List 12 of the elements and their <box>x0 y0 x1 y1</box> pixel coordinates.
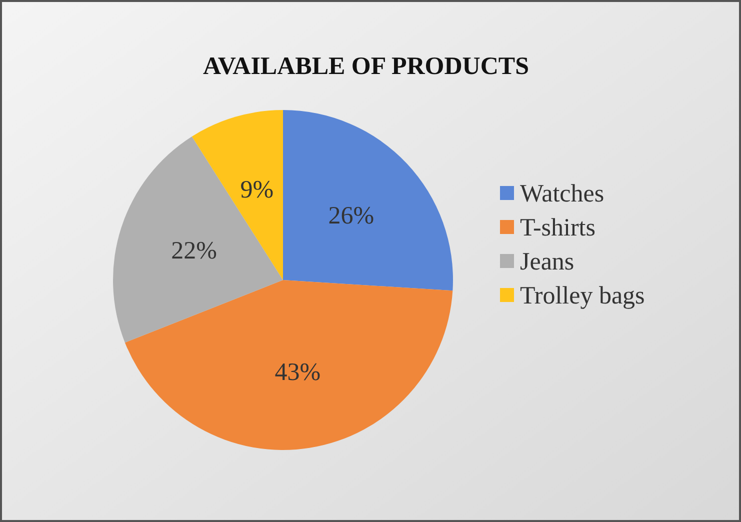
data-label: 22% <box>171 238 217 265</box>
legend-label: Watches <box>520 180 604 208</box>
data-label: 26% <box>328 202 374 230</box>
legend-label: Trolley bags <box>520 282 645 310</box>
chart-title: AVAILABLE OF PRODUCTS <box>202 53 530 80</box>
pie-slice <box>113 136 283 343</box>
legend-label: Jeans <box>520 248 574 276</box>
pie-slice <box>283 110 453 291</box>
pie-slice <box>124 280 453 450</box>
legend-label: T-shirts <box>520 214 596 242</box>
data-label: 43% <box>274 358 321 386</box>
data-label: 9% <box>240 176 274 204</box>
